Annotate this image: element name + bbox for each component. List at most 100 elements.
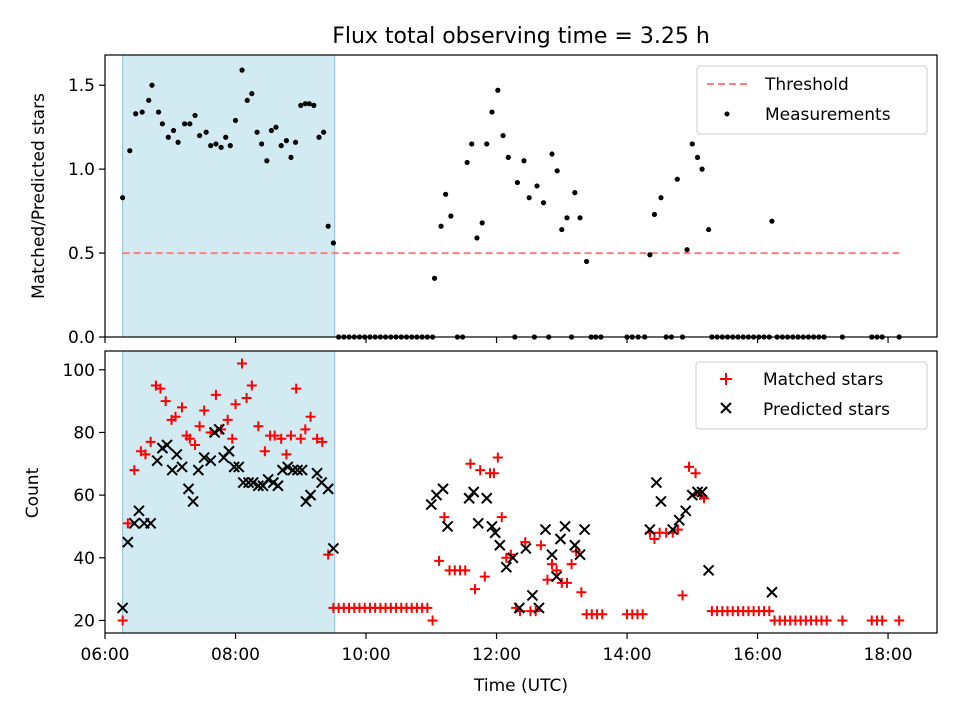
measurement-point xyxy=(213,141,219,147)
bottom-ytick-label: 40 xyxy=(73,549,95,569)
measurement-point xyxy=(306,101,312,107)
top-legend: Threshold Measurements xyxy=(696,65,928,135)
predicted-star-point xyxy=(554,533,567,545)
xtick-label: 06:00 xyxy=(81,645,130,665)
matched-star-point xyxy=(222,414,233,425)
matched-star-point xyxy=(465,458,476,469)
predicted-star-point xyxy=(655,495,667,508)
measurement-point xyxy=(431,275,438,281)
measurement-point xyxy=(208,143,214,149)
measurement-point xyxy=(489,109,495,115)
measurement-point xyxy=(521,158,527,164)
bottom-ytick-label: 100 xyxy=(63,361,95,381)
bottom-ylabel: Count xyxy=(23,467,43,518)
predicted-star-point xyxy=(680,505,692,517)
measurement-point xyxy=(572,190,578,196)
measurement-point xyxy=(187,121,193,127)
measurement-point xyxy=(706,226,712,233)
predicted-stars-series xyxy=(116,423,778,614)
xtick-label: 08:00 xyxy=(211,645,260,665)
matched-star-point xyxy=(305,411,316,422)
predicted-star-point xyxy=(161,439,173,451)
bottom-ytick-label: 80 xyxy=(73,423,95,443)
matched-star-point xyxy=(300,424,311,435)
predicted-star-point xyxy=(228,461,240,473)
bottom-legend: Matched stars Predicted stars xyxy=(695,361,928,430)
measurement-point xyxy=(273,124,279,130)
measurement-point xyxy=(321,129,327,135)
measurement-point xyxy=(249,91,255,97)
measurement-point xyxy=(239,67,245,73)
bottom-ytick-label: 60 xyxy=(73,486,95,506)
top-axes-frame xyxy=(104,54,938,338)
predicted-star-point xyxy=(276,464,289,476)
chart-title: Flux total observing time = 3.25 h xyxy=(332,24,710,49)
matched-star-point xyxy=(576,587,587,598)
measurement-point xyxy=(127,148,133,154)
bottom-axes: 20 40 60 80 100 06:00 08:00 10:00 12:00 14:00 16:0… xyxy=(23,350,938,696)
matched-star-point xyxy=(672,524,683,535)
xtick-label: 10:00 xyxy=(342,645,391,665)
measurement-point xyxy=(330,240,336,246)
measurement-point xyxy=(203,129,209,135)
predicted-star-point xyxy=(574,548,586,561)
legend-predicted-swatch xyxy=(720,402,732,414)
predicted-star-point xyxy=(513,602,526,614)
matched-star-point xyxy=(637,609,648,620)
predicted-star-point xyxy=(213,423,225,436)
predicted-star-point xyxy=(539,523,552,536)
predicted-star-point xyxy=(300,495,312,508)
matched-star-point xyxy=(246,380,257,391)
predicted-star-point xyxy=(569,539,581,551)
predicted-star-point xyxy=(192,464,205,476)
xtick-label: 18:00 xyxy=(864,645,913,665)
measurement-point xyxy=(577,215,583,221)
measurement-point xyxy=(443,191,449,197)
predicted-star-point xyxy=(467,486,480,498)
measurement-point xyxy=(298,102,304,108)
predicted-star-point xyxy=(691,486,704,498)
predicted-star-point xyxy=(696,486,708,498)
matched-star-point xyxy=(259,446,270,457)
legend-measurements-label: Measurements xyxy=(765,105,891,125)
matched-star-point xyxy=(821,615,832,626)
matched-star-point xyxy=(469,584,480,595)
matched-star-point xyxy=(520,537,531,548)
predicted-star-point xyxy=(252,480,265,492)
predicted-star-point xyxy=(205,454,217,467)
measurement-point xyxy=(583,258,590,265)
measurement-point xyxy=(469,141,475,147)
predicted-star-point xyxy=(559,520,571,533)
measurement-point xyxy=(288,154,294,160)
measurement-point xyxy=(549,151,555,157)
predicted-star-point xyxy=(526,589,539,602)
matched-star-point xyxy=(237,358,248,369)
predicted-star-point xyxy=(463,492,475,504)
measurement-point xyxy=(232,117,239,124)
legend-measurements-swatch xyxy=(724,111,730,117)
measurement-point xyxy=(146,97,152,103)
predicted-star-point xyxy=(237,476,250,489)
matched-star-point xyxy=(546,559,557,570)
measurement-point xyxy=(647,252,653,258)
top-observing-window xyxy=(122,54,336,338)
predicted-star-point xyxy=(441,520,454,533)
bottom-legend-box xyxy=(695,361,928,430)
predicted-star-point xyxy=(507,552,519,564)
predicted-star-point xyxy=(233,461,245,473)
matched-star-point xyxy=(155,383,166,394)
predicted-star-point xyxy=(122,536,134,548)
matched-star-point xyxy=(117,615,128,626)
measurement-point xyxy=(155,109,162,115)
measurement-point xyxy=(311,102,317,108)
matched-star-point xyxy=(684,461,695,472)
matched-star-point xyxy=(194,421,205,432)
predicted-star-point xyxy=(296,464,308,476)
matched-star-point xyxy=(210,389,221,400)
predicted-star-point xyxy=(176,461,188,473)
predicted-star-point xyxy=(494,539,506,551)
matched-star-point xyxy=(562,577,573,588)
matched-star-point xyxy=(160,396,171,407)
matched-star-point xyxy=(122,518,133,529)
measurement-point xyxy=(479,220,485,226)
